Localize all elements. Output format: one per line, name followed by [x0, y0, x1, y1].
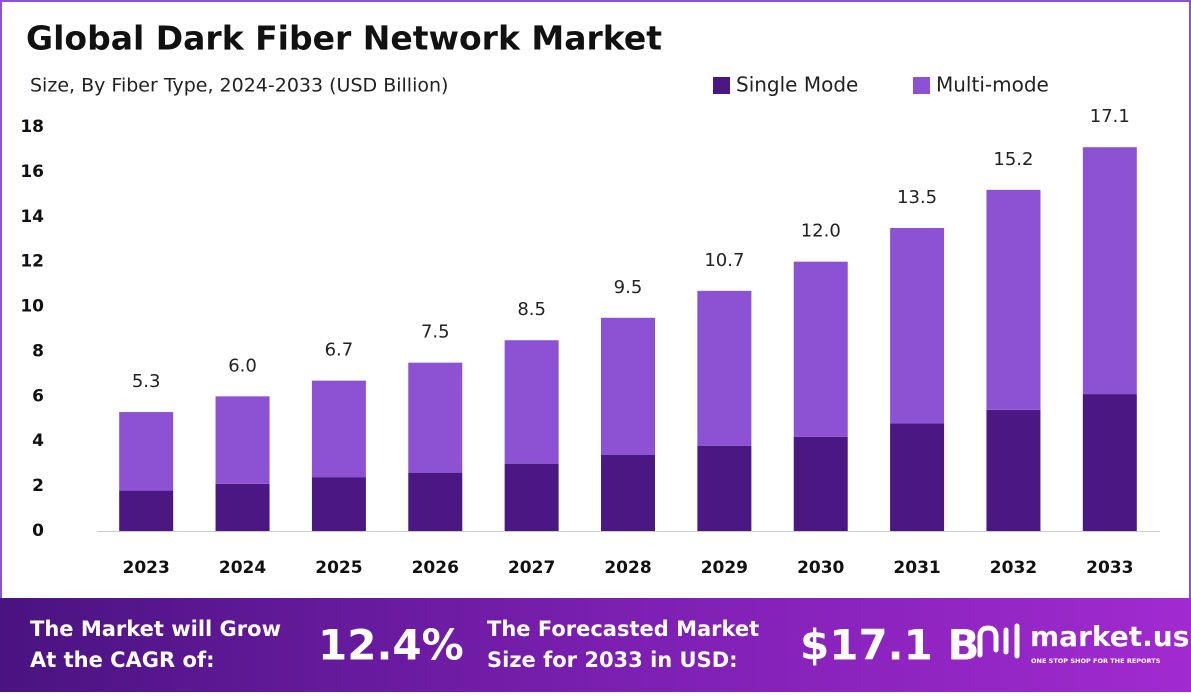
bar-segment: [119, 412, 174, 491]
bar-segment: [504, 340, 559, 464]
bar-segment: [986, 189, 1041, 410]
total-label: 8.5: [517, 299, 546, 320]
y-tick-label: 8: [32, 341, 44, 361]
x-tick-label: 2029: [701, 558, 748, 578]
legend-label: Single Mode: [736, 73, 858, 97]
y-tick-label: 16: [20, 162, 44, 182]
forecast-value: $17.1 B: [800, 621, 979, 670]
total-label: 15.2: [993, 149, 1033, 170]
footer-text: At the CAGR of:: [30, 648, 215, 672]
y-tick-label: 18: [20, 117, 44, 137]
bar-segment: [504, 463, 559, 531]
bar-segment: [697, 445, 752, 531]
bar-segment: [986, 409, 1041, 531]
x-tick-label: 2026: [412, 558, 459, 578]
x-tick-label: 2023: [123, 558, 170, 578]
chart-title: Global Dark Fiber Network Market: [26, 19, 662, 58]
legend-swatch: [913, 77, 930, 94]
x-tick-label: 2028: [604, 558, 651, 578]
total-label: 13.5: [897, 187, 937, 208]
x-tick-label: 2031: [893, 558, 940, 578]
y-tick-label: 2: [32, 476, 44, 496]
bar-segment: [890, 423, 945, 531]
bar-segment: [311, 477, 366, 531]
y-tick-label: 10: [20, 297, 44, 317]
x-tick-label: 2032: [990, 558, 1037, 578]
y-tick-label: 14: [20, 207, 44, 227]
total-label: 17.1: [1090, 106, 1130, 127]
brand-name: market.us: [1030, 620, 1189, 653]
total-label: 12.0: [801, 221, 841, 242]
footer-banner: [0, 598, 1191, 692]
footer-text: Size for 2033 in USD:: [487, 648, 738, 672]
brand-logo: [977, 623, 1020, 659]
chart-subtitle: Size, By Fiber Type, 2024-2033 (USD Bill…: [30, 75, 448, 97]
bar-segment: [408, 362, 463, 473]
bar-segment: [1082, 147, 1137, 395]
x-tick-label: 2027: [508, 558, 555, 578]
y-tick-label: 4: [32, 431, 44, 451]
bar-segment: [601, 317, 655, 455]
legend-label: Multi-mode: [936, 73, 1049, 97]
bar-segment: [215, 396, 270, 484]
bar-segment: [890, 228, 945, 424]
total-label: 6.7: [325, 340, 354, 361]
bar-segment: [1082, 394, 1137, 531]
bar-segment: [601, 454, 655, 531]
total-label: 10.7: [704, 250, 744, 271]
brand-tagline: ONE STOP SHOP FOR THE REPORTS: [1031, 657, 1161, 665]
bar-segment: [311, 380, 366, 478]
bar-segment: [793, 436, 848, 531]
bar-segment: [793, 261, 848, 437]
bar-segment: [119, 490, 174, 531]
x-tick-label: 2025: [315, 558, 362, 578]
x-tick-label: 2024: [219, 558, 266, 578]
x-tick-label: 2030: [797, 558, 844, 578]
bar-segment: [408, 472, 463, 531]
total-label: 5.3: [132, 371, 161, 392]
legend-swatch: [713, 77, 730, 94]
footer-text: The Market will Grow: [30, 617, 281, 641]
y-tick-label: 6: [32, 386, 44, 406]
cagr-value: 12.4%: [318, 621, 464, 670]
total-label: 9.5: [614, 277, 643, 298]
bar-segment: [697, 290, 752, 446]
total-label: 7.5: [421, 322, 450, 343]
footer: The Market will Grow At the CAGR of: 12.…: [30, 617, 1189, 672]
x-tick-label: 2033: [1086, 558, 1133, 578]
footer-text: The Forecasted Market: [487, 617, 759, 641]
y-tick-label: 0: [32, 521, 44, 541]
total-label: 6.0: [228, 355, 257, 376]
bar-segment: [215, 483, 270, 531]
y-tick-label: 12: [20, 252, 44, 272]
